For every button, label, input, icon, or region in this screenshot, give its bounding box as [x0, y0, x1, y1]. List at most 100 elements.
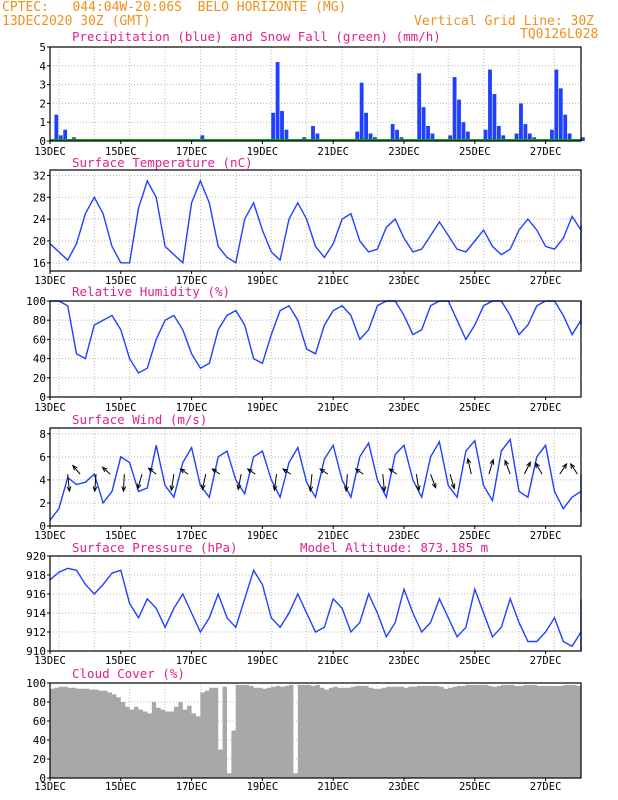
precip-bar	[311, 125, 315, 141]
x-tick-label: 23DEC	[388, 781, 420, 793]
cloud-area	[50, 684, 581, 778]
x-tick-label: 23DEC	[388, 655, 420, 667]
pres-annotation: Model Altitude: 873.185 m	[300, 540, 488, 555]
y-tick-label: 5	[39, 41, 46, 54]
precip-bar	[58, 135, 63, 141]
y-tick-label: 916	[26, 588, 46, 601]
y-tick-label: 40	[33, 734, 46, 747]
precip-bar	[280, 110, 284, 141]
x-tick-label: 21DEC	[317, 530, 349, 542]
x-tick-label: 27DEC	[530, 655, 562, 667]
x-tick-label: 15DEC	[105, 146, 137, 158]
rh-panel: 0 20 40 60 80 100 Relative Humidity (%) 13DEC 15…	[26, 284, 582, 414]
wind-arrow	[200, 474, 207, 491]
wind-arrow	[449, 473, 456, 490]
y-tick-label: 920	[26, 550, 46, 563]
x-tick-label: 27DEC	[530, 146, 562, 158]
x-tick-label: 15DEC	[105, 655, 137, 667]
precip-bar	[567, 133, 572, 141]
y-tick-label: 1	[39, 116, 46, 129]
pres-panel: 910 912 914 916 918 920 Surface Pressure (hPa)…	[26, 540, 582, 667]
y-tick-label: 16	[33, 257, 46, 270]
precip-bar	[421, 107, 426, 141]
wind-arrow	[466, 457, 472, 475]
grid-note: Vertical Grid Line: 30Z	[414, 14, 595, 29]
station-title: CPTEC: 044:04W-20:06S BELO HORIZONTE (MG…	[2, 0, 347, 15]
precip-bar	[359, 82, 364, 141]
wind-arrow	[523, 461, 531, 475]
x-tick-label: 23DEC	[388, 402, 420, 414]
precip-bar	[483, 129, 488, 141]
y-tick-label: 100	[26, 295, 46, 308]
wind-arrow	[236, 474, 242, 491]
wind-panel: 0 2 4 6 8 Surface Wind (m/s) 13DEC 15DEC 17DEC 19…	[34, 412, 582, 542]
x-tick-label: 25DEC	[459, 146, 491, 158]
wind-arrow	[136, 473, 143, 490]
x-tick-label: 25DEC	[459, 655, 491, 667]
precip-bar	[465, 131, 470, 141]
x-tick-label: 25DEC	[459, 530, 491, 542]
x-tick-label: 19DEC	[247, 402, 279, 414]
pres-frame	[49, 555, 582, 652]
precip-bar	[275, 62, 280, 141]
y-tick-label: 8	[39, 428, 46, 441]
wind-arrow	[272, 474, 278, 492]
run-date: 13DEC2020 30Z (GMT)	[2, 14, 151, 29]
x-tick-label: 19DEC	[247, 781, 279, 793]
y-tick-label: 32	[33, 169, 46, 182]
y-tick-label: 4	[39, 474, 46, 487]
precip-bar	[558, 88, 563, 141]
x-tick-label: 15DEC	[105, 781, 137, 793]
x-tick-label: 13DEC	[34, 402, 66, 414]
wind-arrow	[308, 474, 314, 493]
precip-bar	[554, 69, 559, 141]
y-tick-label: 24	[33, 213, 47, 226]
x-tick-label: 25DEC	[459, 402, 491, 414]
precip-bar	[452, 77, 457, 141]
pres-title: Surface Pressure (hPa)	[72, 540, 238, 555]
precip-bar	[550, 129, 554, 141]
y-tick-label: 6	[39, 451, 46, 464]
precip-bar	[368, 133, 373, 141]
y-tick-label: 2	[39, 97, 46, 110]
precip-bar	[563, 114, 568, 141]
y-tick-label: 0	[39, 520, 46, 533]
wind-arrow	[179, 468, 189, 475]
temp-title: Surface Temperature (nC)	[72, 155, 253, 170]
wind-arrow	[488, 458, 495, 475]
y-tick-label: 60	[33, 715, 46, 728]
precip-bar	[514, 133, 519, 141]
wind-arrow	[66, 474, 72, 493]
precip-bar	[488, 69, 492, 141]
x-tick-label: 27DEC	[530, 402, 562, 414]
precip-bar	[461, 122, 466, 141]
y-tick-label: 4	[39, 60, 46, 73]
y-tick-label: 80	[33, 696, 46, 709]
precip-bar	[448, 135, 453, 141]
x-tick-label: 21DEC	[317, 146, 349, 158]
wind-arrow	[169, 474, 175, 492]
y-tick-label: 2	[39, 497, 46, 510]
x-tick-label: 23DEC	[388, 530, 420, 542]
x-tick-label: 23DEC	[388, 146, 420, 158]
precip-bar	[496, 125, 501, 141]
precip-bar	[430, 133, 435, 141]
x-tick-label: 21DEC	[317, 402, 349, 414]
y-tick-label: 60	[33, 333, 46, 346]
precip-bar	[527, 133, 532, 141]
temp-frame	[49, 169, 582, 272]
x-tick-label: 25DEC	[459, 781, 491, 793]
precip-bar	[390, 124, 395, 141]
cloud-panel: 0 20 40 60 80 100 Cloud Cover (%) 13DEC 15DEC 17D…	[26, 666, 582, 793]
y-tick-label: 910	[26, 645, 46, 658]
precip-bar	[523, 124, 528, 141]
wind-arrow	[319, 468, 329, 475]
x-tick-label: 17DEC	[176, 275, 208, 287]
wind-arrow	[388, 468, 398, 475]
precip-bar	[395, 129, 399, 141]
wind-arrow	[246, 468, 256, 475]
y-tick-label: 20	[33, 235, 46, 248]
x-tick-label: 17DEC	[176, 655, 208, 667]
